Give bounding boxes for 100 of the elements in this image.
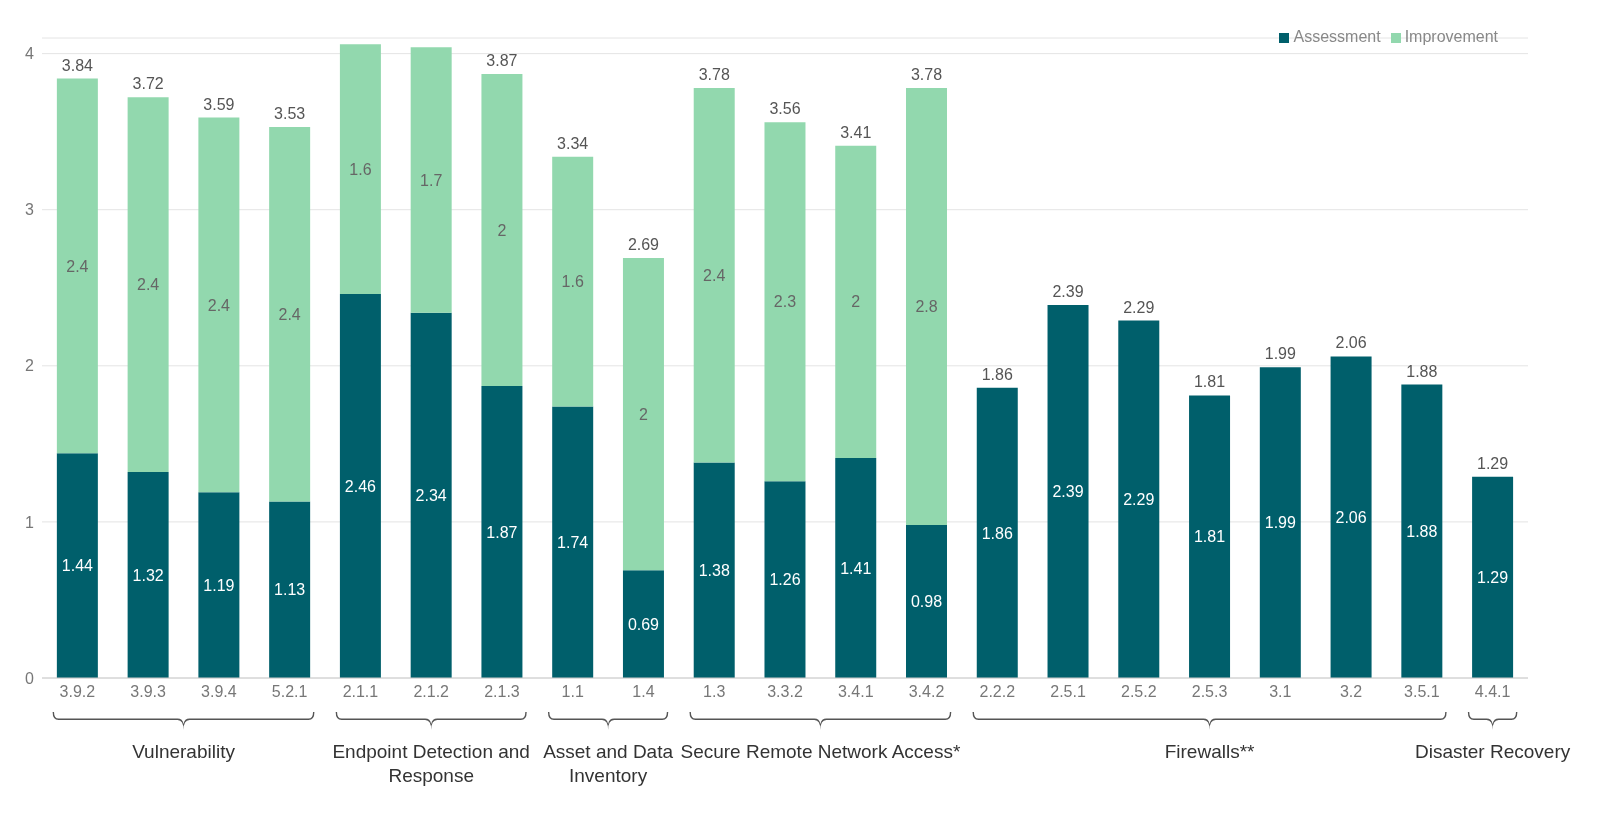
bar (693, 87, 735, 463)
data-label: 1.44 (61, 557, 94, 575)
bar (1472, 476, 1514, 678)
x-tick-label: 2.1.2 (413, 683, 450, 701)
bar (693, 462, 735, 678)
data-label: 0.98 (910, 593, 943, 611)
x-tick-label: 5.2.1 (271, 683, 308, 701)
x-tick-label: 2.2.2 (979, 683, 1016, 701)
total-label: 3.41 (840, 123, 872, 141)
data-label: 2.29 (1123, 490, 1155, 508)
data-label: 1.6 (561, 273, 584, 291)
bar (198, 492, 240, 678)
total-label: 3.34 (557, 134, 589, 152)
x-tick-label: 3.1 (1269, 683, 1292, 701)
bar (198, 117, 240, 493)
data-label: 2 (497, 221, 507, 239)
total-label: 3.72 (132, 75, 164, 93)
bar (56, 78, 98, 454)
y-tick-label: 0 (25, 669, 35, 687)
total-label: 3.87 (486, 51, 518, 69)
total-label: 1.86 (981, 365, 1013, 383)
total-label: 3.78 (698, 65, 730, 83)
bar (1118, 320, 1160, 678)
x-tick-label: 3.9.4 (201, 683, 237, 701)
bar (1401, 384, 1443, 678)
data-label: 1.86 (981, 524, 1013, 542)
data-label: 1.38 (698, 561, 730, 579)
y-tick-label: 2 (25, 357, 35, 375)
data-label: 1.7 (420, 171, 443, 189)
x-tick-label: 3.4.2 (908, 683, 945, 701)
bar (622, 570, 664, 678)
bar (339, 294, 381, 678)
data-label: 2.4 (66, 257, 89, 275)
bar (127, 97, 169, 472)
bar (622, 258, 664, 571)
data-label: 1.26 (769, 571, 801, 589)
bar (410, 312, 452, 678)
data-label: 2.4 (137, 276, 160, 294)
bar (1189, 395, 1231, 678)
x-tick-label: 3.5.1 (1404, 683, 1440, 701)
data-label: 1.19 (203, 576, 235, 594)
data-label: 2.06 (1335, 508, 1367, 526)
bar (835, 145, 877, 458)
data-label: 2 (639, 405, 648, 423)
bar (976, 387, 1018, 678)
data-label: 2.4 (207, 296, 231, 314)
data-label: 1.81 (1193, 528, 1226, 546)
text: Firewalls** (1164, 741, 1256, 762)
bar (269, 501, 311, 678)
text: Secure Remote Network Access* (680, 741, 961, 762)
x-tick-label: 2.1.3 (484, 683, 520, 701)
total-label: 3.56 (769, 100, 801, 118)
bar (339, 44, 381, 294)
text: Endpoint Detection and Response (332, 741, 530, 786)
data-label: 1.32 (132, 566, 164, 584)
data-label: 2.8 (915, 298, 938, 316)
bar (552, 156, 594, 407)
data-label: 1.74 (557, 533, 589, 551)
data-label: 1.29 (1477, 569, 1509, 586)
data-label: 2 (851, 293, 861, 311)
data-label: 1.41 (840, 559, 872, 577)
x-tick-label: 2.5.2 (1121, 683, 1157, 701)
total-label: 3.78 (910, 65, 943, 83)
x-tick-label: 3.2 (1339, 683, 1363, 701)
text: Disaster Recovery (1415, 741, 1571, 762)
data-label: 2.4 (703, 266, 726, 284)
bar (269, 126, 311, 502)
bar (764, 122, 806, 482)
text: Vulnerability (132, 741, 236, 762)
bar (1330, 356, 1372, 678)
bar (481, 73, 523, 387)
data-label: 2.39 (1052, 483, 1084, 501)
total-label: 3.53 (274, 104, 306, 122)
data-label: 1.13 (274, 581, 306, 599)
text: Asset and Data Inventory (543, 741, 674, 786)
x-tick-label: 3.4.1 (837, 683, 874, 701)
bar (410, 47, 452, 313)
total-label: 1.29 (1477, 454, 1509, 472)
bar (835, 457, 877, 678)
x-tick-label: 3.9.3 (130, 683, 167, 701)
total-label: 2.39 (1052, 282, 1084, 300)
x-tick-label: 1.1 (561, 683, 584, 701)
bar (764, 481, 806, 678)
data-label: 2.4 (278, 305, 301, 323)
bar (1047, 304, 1089, 678)
data-label: 1.6 (349, 160, 372, 178)
total-label: 2.29 (1123, 298, 1155, 316)
legend-label: Assessment (1293, 28, 1381, 45)
bar (906, 87, 947, 526)
data-label: 1.88 (1406, 522, 1438, 540)
total-label: 2.69 (627, 236, 660, 254)
x-tick-label: 2.5.1 (1050, 683, 1086, 701)
x-tick-label: 1.3 (703, 683, 726, 701)
bar (906, 525, 947, 678)
total-label: 3.84 (61, 56, 94, 74)
bar (56, 453, 98, 678)
total-label: 1.99 (1264, 345, 1296, 363)
total-label: 1.81 (1193, 373, 1226, 391)
y-tick-label: 4 (25, 45, 35, 63)
data-label: 0.69 (627, 615, 660, 633)
